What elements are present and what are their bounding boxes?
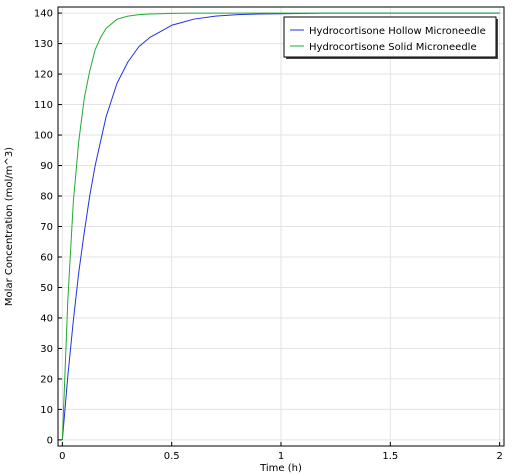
y-tick-label: 30	[40, 344, 53, 355]
legend-label-1: Hydrocortisone Hollow Microneedle	[309, 26, 486, 37]
axis-ticks: 0 0.5 1 1.5 20102030405060708090100110120130…	[34, 9, 503, 462]
grid-lines	[58, 7, 504, 446]
x-tick-label: 2	[496, 451, 502, 462]
series-line-2	[61, 12, 500, 440]
y-tick-label: 20	[40, 374, 53, 385]
x-tick-label: 0	[59, 451, 65, 462]
y-tick-label: 90	[40, 161, 53, 172]
y-tick-label: 80	[40, 192, 53, 203]
y-tick-label: 50	[40, 283, 53, 294]
legend-label-2: Hydrocortisone Solid Microneedle	[309, 42, 477, 53]
x-tick-label: 0.5	[164, 451, 180, 462]
y-tick-label: 40	[40, 313, 53, 324]
series-lines	[61, 12, 500, 440]
x-tick-label: 1.5	[382, 451, 398, 462]
y-tick-label: 120	[34, 70, 53, 81]
x-tick-label: 1	[278, 451, 284, 462]
y-axis-title: Molar Concentration (mol/m^3)	[4, 147, 15, 306]
y-tick-label: 140	[34, 9, 53, 20]
y-tick-label: 60	[40, 252, 53, 263]
y-tick-label: 110	[34, 100, 53, 111]
legend-box	[283, 16, 497, 58]
y-tick-label: 130	[34, 39, 53, 50]
y-tick-label: 70	[40, 222, 53, 233]
legend: Hydrocortisone Hollow Microneedle Hydroco…	[283, 16, 498, 59]
y-tick-label: 10	[40, 405, 53, 416]
y-tick-label: 100	[34, 131, 53, 142]
x-axis-title: Time (h)	[259, 463, 302, 474]
y-tick-label: 0	[47, 435, 53, 446]
